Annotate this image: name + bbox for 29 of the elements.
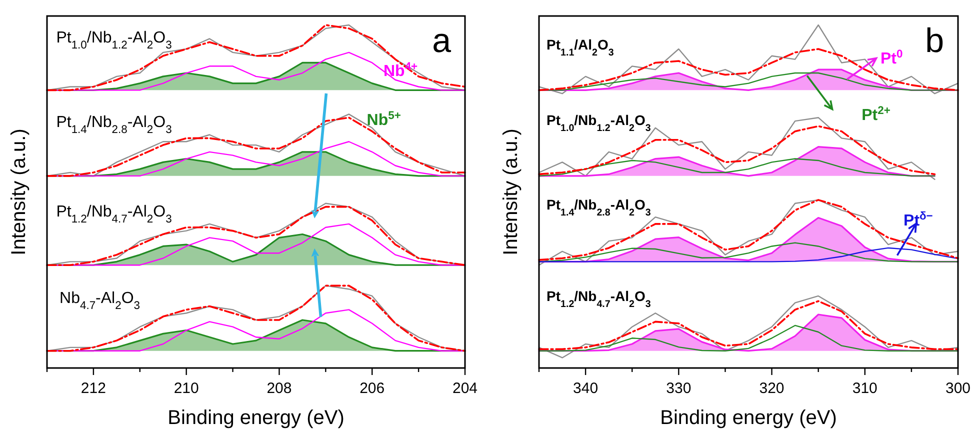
annotation: Pt$^{2+}$ <box>862 104 891 124</box>
annotation: Nb$_{4.7}$-Al$_{2}$O$_{3}$ <box>60 290 140 312</box>
chart-title: b <box>925 22 944 60</box>
x-tick-label: 320 <box>759 380 784 397</box>
x-tick-label: 300 <box>945 380 971 397</box>
annotation: Pt$_{1.0}$/Nb$_{1.2}$-Al$_{2}$O$_{3}$ <box>546 112 652 134</box>
annotation: Pt$_{1.0}$/Nb$_{1.2}$-Al$_{2}$O$_{3}$ <box>56 29 172 52</box>
annotation: Nb$^{4+}$ <box>383 60 418 80</box>
x-tick-label: 208 <box>266 380 292 397</box>
x-tick-label: 310 <box>852 380 878 397</box>
x-tick-label: 330 <box>666 380 692 397</box>
annotation: Pt$_{1.2}$/Nb$_{4.7}$-Al$_{2}$O$_{3}$ <box>546 288 652 310</box>
annotation: Pt$_{1.4}$/Nb$_{2.8}$-Al$_{2}$O$_{3}$ <box>56 114 172 136</box>
annotation: Pt$_{1.1}$/Al$_{2}$O$_{3}$ <box>546 36 614 58</box>
annotation: Pt$^{0}$ <box>880 48 903 68</box>
x-tick-label: 340 <box>573 380 598 397</box>
x-axis-title: Binding energy (eV) <box>168 407 344 429</box>
y-axis-title: Intensity (a.u.) <box>500 128 522 256</box>
annotation: Pt$^{δ−}$ <box>904 210 934 230</box>
chart-title: a <box>432 22 452 60</box>
x-tick-label: 212 <box>80 380 106 397</box>
annotation: Pt$_{1.4}$/Nb$_{2.8}$-Al$_{2}$O$_{3}$ <box>546 196 652 218</box>
x-tick-label: 210 <box>174 380 199 397</box>
annotation: Nb$^{5+}$ <box>366 110 402 130</box>
x-tick-label: 206 <box>360 380 385 397</box>
y-axis-title: Intensity (a.u.) <box>8 128 30 256</box>
x-axis-title: Binding energy (eV) <box>660 407 837 429</box>
annotation: Pt$_{1.2}$/Nb$_{4.7}$-Al$_{2}$O$_{3}$ <box>56 204 172 226</box>
x-tick-label: 204 <box>452 380 478 397</box>
